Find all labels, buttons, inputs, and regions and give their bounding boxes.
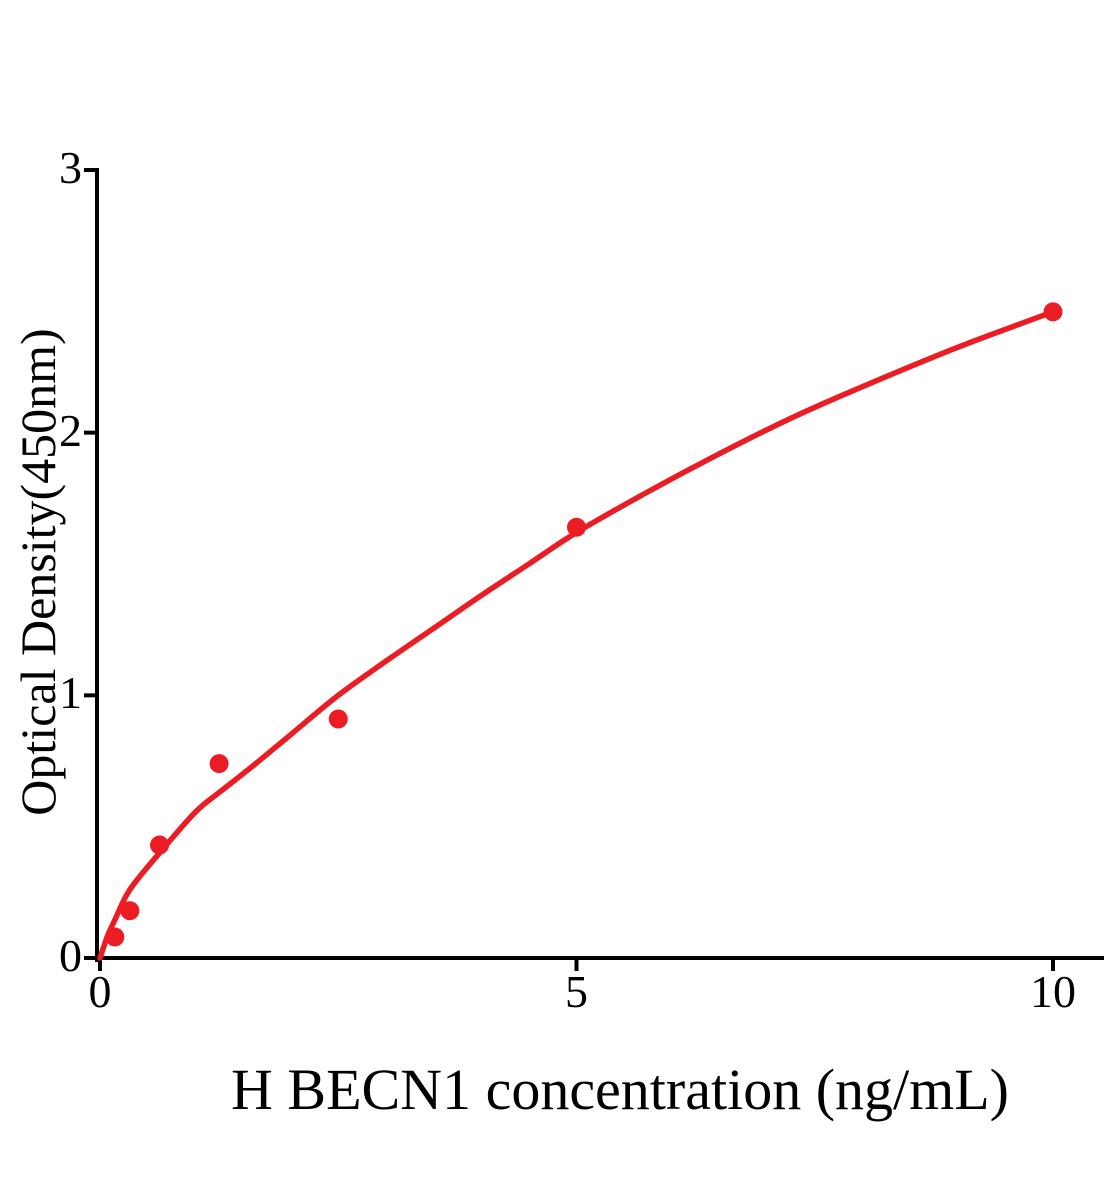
data-point xyxy=(1043,302,1063,322)
fit-curve-group xyxy=(97,309,1056,961)
x-tick-label: 5 xyxy=(565,966,588,1017)
data-point xyxy=(328,709,348,729)
y-tick-label: 2 xyxy=(59,404,82,456)
data-point xyxy=(567,517,586,537)
data-point xyxy=(209,754,229,774)
x-tick-label: 0 xyxy=(88,966,112,1017)
y-tick-label: 1 xyxy=(59,667,82,719)
fit-curve xyxy=(97,309,1056,961)
x-tick-label: 10 xyxy=(1030,966,1076,1017)
y-tick-label: 3 xyxy=(59,141,82,193)
x-axis-title: H BECN1 concentration (ng/mL) xyxy=(231,1057,1009,1122)
tick-marks xyxy=(84,167,1055,971)
data-point xyxy=(105,927,125,947)
data-point xyxy=(150,835,170,855)
data-points-group xyxy=(105,302,1063,947)
data-point xyxy=(120,901,140,921)
axes xyxy=(95,168,1104,962)
y-axis-title: Optical Density(450nm) xyxy=(10,328,66,816)
y-tick-label: 0 xyxy=(59,930,82,981)
